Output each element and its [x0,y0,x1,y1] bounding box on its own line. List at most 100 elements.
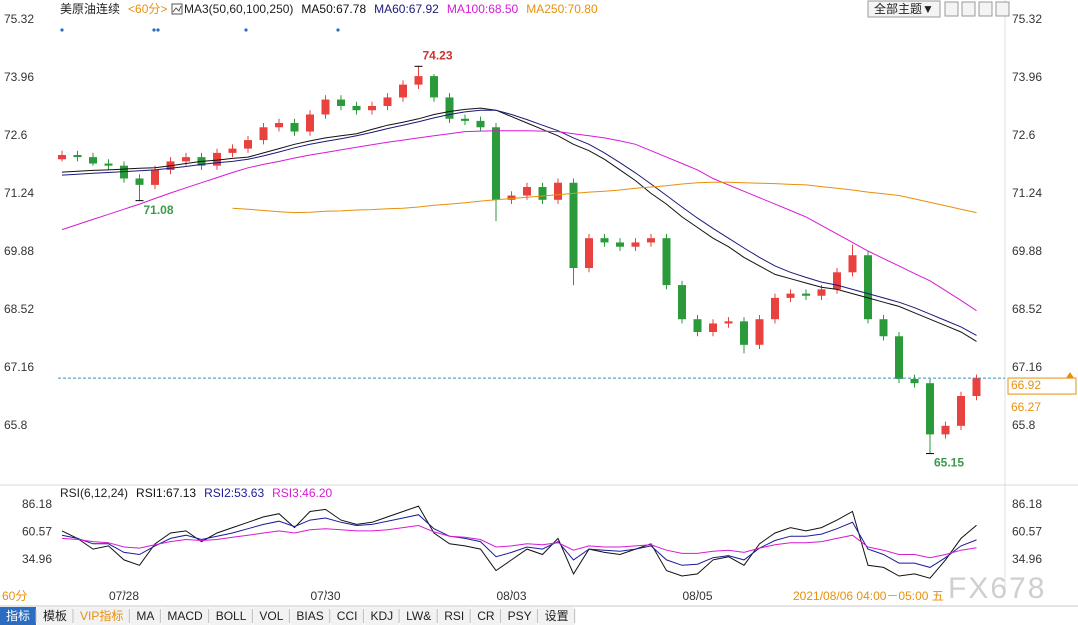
tab[interactable]: VIP指标 [80,608,123,623]
indicator-icon[interactable] [171,3,183,15]
tab[interactable]: VOL [259,609,283,623]
candle-body [523,186,531,196]
x-tick-label: 07/30 [310,589,340,603]
legend-entry: RSI3:46.20 [272,486,332,500]
period-label: 60分 [2,589,27,603]
legend-entry: MA50:67.78 [301,2,366,16]
tab[interactable]: RSI [444,609,464,623]
candle-body [290,123,299,132]
tab-box[interactable] [37,607,74,625]
x-tick-label: 08/05 [682,589,712,603]
tab-box[interactable] [209,607,253,625]
tab-box[interactable] [290,607,330,625]
y-tick-label-right: 69.88 [1012,244,1042,258]
theme-button-box[interactable] [867,0,941,18]
candle-body [58,155,66,160]
line [61,107,977,342]
candle-body [507,195,516,200]
candle-body [135,178,144,185]
candle-body [337,99,345,106]
candle-body [89,157,97,164]
tab-box[interactable] [74,607,130,625]
candle-body [554,182,562,200]
candle-body [368,105,376,111]
y-tick-label-right: 86.18 [1012,497,1042,511]
tab-box[interactable] [501,607,538,625]
candle-body [693,319,702,333]
ref-level-label: 66.27 [1011,400,1041,414]
candle-body [879,319,888,337]
y-tick-label-right: 71.24 [1012,186,1042,200]
candle-body [104,163,113,166]
tab-box[interactable] [161,607,209,625]
candle-body [755,319,764,345]
tab-box[interactable] [538,607,575,625]
tab-box[interactable] [438,607,471,625]
tab[interactable]: MA [136,609,154,623]
candle-body [771,297,779,320]
tab[interactable]: BIAS [296,609,323,623]
y-tick-label: 60.57 [22,525,52,539]
indicator-label: MA3(50,60,100,250) [184,2,293,16]
tab-box[interactable] [471,607,501,625]
price-arrow [1066,372,1074,378]
candle-body [631,242,640,247]
tab[interactable]: CR [477,609,495,623]
tab-box[interactable] [130,607,161,625]
candle-body [600,238,609,243]
tab[interactable]: KDJ [370,609,393,623]
tab[interactable]: CCI [337,609,358,623]
extreme-label: 71.08 [144,203,174,217]
tab[interactable]: 指标 [6,608,30,623]
candle-body [492,127,500,200]
legend-entry: MA250:70.80 [526,2,598,16]
period: <60分> [128,2,167,16]
tab[interactable]: PSY [508,609,532,623]
candle-body [647,238,655,243]
time-label: 2021/08/06 04:00－05:00 五 [793,589,944,603]
candle-body [786,293,795,298]
tab-box[interactable] [364,607,400,625]
tab[interactable]: MACD [167,609,203,623]
tab-box[interactable] [400,607,438,625]
candle-body [228,148,237,153]
tool-button[interactable] [995,1,1010,17]
event-dot [156,28,160,32]
candle-body [151,169,159,185]
legend-entry: MA100:68.50 [447,2,519,16]
y-tick-label-right: 34.96 [1012,552,1042,566]
candle-body [182,157,190,162]
candle-body [585,238,593,269]
theme-button[interactable]: 全部主题▼ [874,1,934,16]
candle-body [569,182,578,269]
tab[interactable]: 设置 [545,609,569,623]
tab[interactable]: 模板 [43,609,67,623]
candle-body [445,97,454,119]
y-tick-label-right: 73.96 [1012,70,1042,84]
tool-button[interactable] [961,1,976,17]
indicator-title: RSI(6,12,24) [60,486,128,500]
y-tick-label-right: 65.8 [1012,418,1036,432]
candle-body [740,321,748,345]
candle-body [213,152,221,166]
candle-body [461,118,469,121]
tab-box[interactable] [253,607,290,625]
candle-body [259,127,268,141]
candle-body [306,114,314,132]
tool-button[interactable] [978,1,993,17]
tab[interactable]: BOLL [216,609,247,623]
tab-box[interactable] [330,607,364,625]
chart-title: 美原油连续 [60,1,120,16]
candle-body [399,84,407,98]
indicator-icon-glyph [172,5,182,13]
legend-entry: RSI1:67.13 [136,486,196,500]
tab-box[interactable] [0,607,37,625]
tab[interactable]: LW& [406,609,431,623]
event-dot [244,28,248,32]
tool-button[interactable] [944,1,959,17]
candle-body [864,255,872,320]
candle-body [926,383,934,435]
candle-body [957,395,965,426]
